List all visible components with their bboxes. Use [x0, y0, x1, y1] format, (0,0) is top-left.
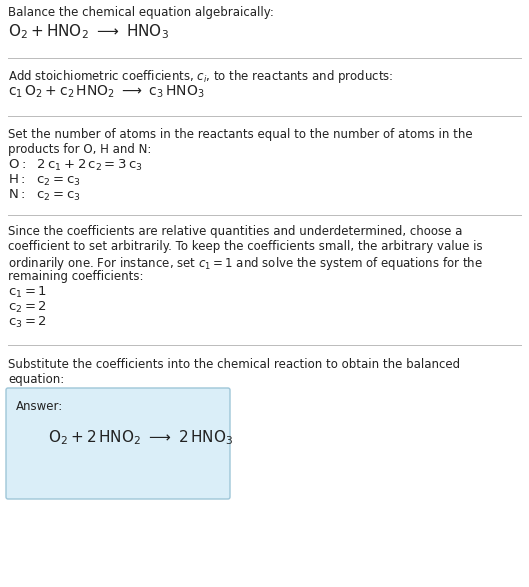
Text: $\mathrm{c_3 = 2}$: $\mathrm{c_3 = 2}$: [8, 315, 47, 330]
Text: coefficient to set arbitrarily. To keep the coefficients small, the arbitrary va: coefficient to set arbitrarily. To keep …: [8, 240, 482, 253]
Text: products for O, H and N:: products for O, H and N:: [8, 143, 151, 156]
Text: remaining coefficients:: remaining coefficients:: [8, 270, 143, 283]
Text: Answer:: Answer:: [16, 400, 63, 413]
Text: $\mathrm{c_2 = 2}$: $\mathrm{c_2 = 2}$: [8, 300, 47, 315]
Text: Since the coefficients are relative quantities and underdetermined, choose a: Since the coefficients are relative quan…: [8, 225, 462, 238]
Text: equation:: equation:: [8, 373, 64, 386]
Text: $\mathrm{O_2 + HNO_2\ {\longrightarrow}\ HNO_3}$: $\mathrm{O_2 + HNO_2\ {\longrightarrow}\…: [8, 22, 169, 41]
Text: ordinarily one. For instance, set $c_1 = 1$ and solve the system of equations fo: ordinarily one. For instance, set $c_1 =…: [8, 255, 483, 272]
Text: Add stoichiometric coefficients, $c_i$, to the reactants and products:: Add stoichiometric coefficients, $c_i$, …: [8, 68, 394, 85]
Text: Balance the chemical equation algebraically:: Balance the chemical equation algebraica…: [8, 6, 274, 19]
Text: $\mathrm{c_1\,O_2 + c_2\,HNO_2\ {\longrightarrow}\ c_3\,HNO_3}$: $\mathrm{c_1\,O_2 + c_2\,HNO_2\ {\longri…: [8, 84, 205, 100]
FancyBboxPatch shape: [6, 388, 230, 499]
Text: $\mathrm{H{:}\ \ c_2 = c_3}$: $\mathrm{H{:}\ \ c_2 = c_3}$: [8, 173, 80, 188]
Text: $\mathrm{N{:}\ \ c_2 = c_3}$: $\mathrm{N{:}\ \ c_2 = c_3}$: [8, 188, 80, 203]
Text: $\mathrm{c_1 = 1}$: $\mathrm{c_1 = 1}$: [8, 285, 47, 300]
Text: Set the number of atoms in the reactants equal to the number of atoms in the: Set the number of atoms in the reactants…: [8, 128, 472, 141]
Text: $\mathrm{O{:}\ \ 2\,c_1 + 2\,c_2 = 3\,c_3}$: $\mathrm{O{:}\ \ 2\,c_1 + 2\,c_2 = 3\,c_…: [8, 158, 143, 173]
Text: Substitute the coefficients into the chemical reaction to obtain the balanced: Substitute the coefficients into the che…: [8, 358, 460, 371]
Text: $\mathrm{O_2 + 2\,HNO_2\ {\longrightarrow}\ 2\,HNO_3}$: $\mathrm{O_2 + 2\,HNO_2\ {\longrightarro…: [48, 429, 233, 447]
